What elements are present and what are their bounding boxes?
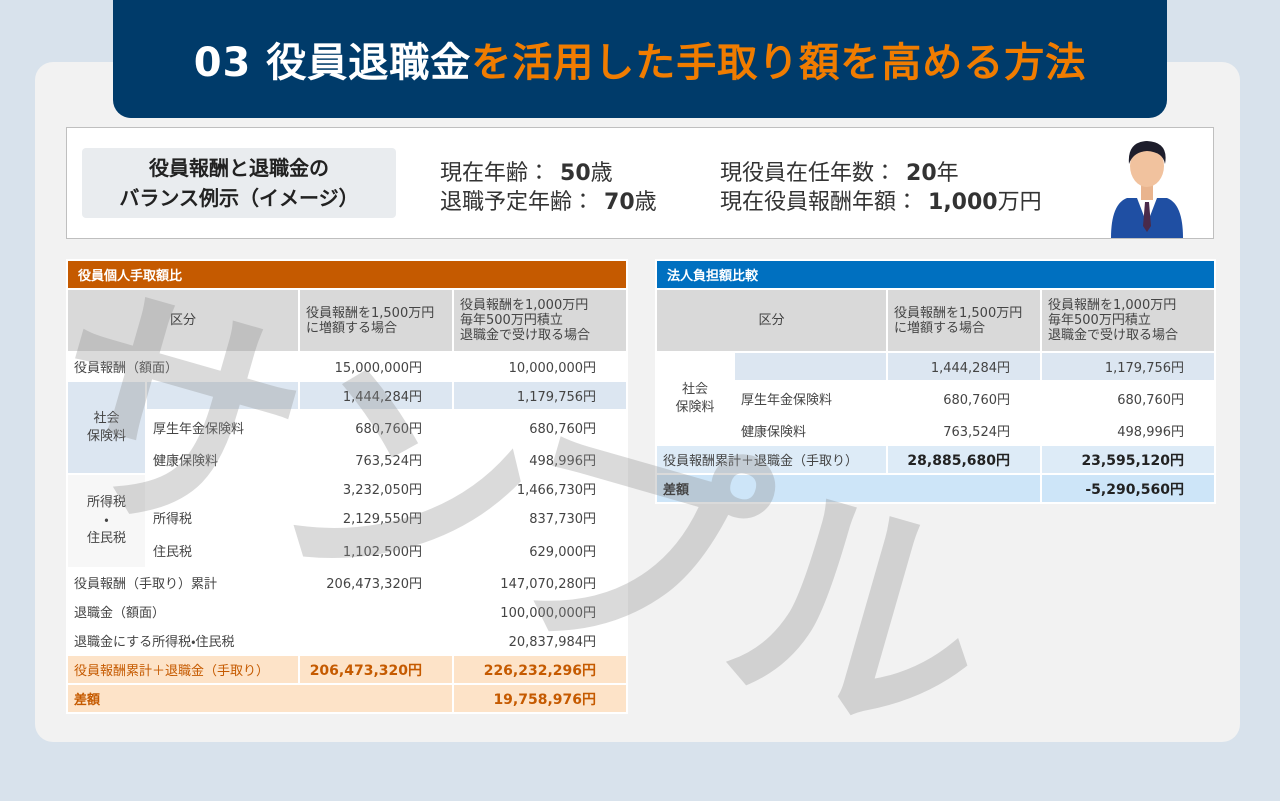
text: 退職金で受け取る場合 <box>1048 328 1179 343</box>
cell: 1,466,730円 <box>451 473 629 504</box>
header-cell: 役員報酬を1,000万円 毎年500万円積立 退職金で受け取る場合 <box>1039 288 1217 353</box>
text: に増額する場合 <box>894 320 986 336</box>
unit: 年 <box>936 161 959 186</box>
text: 毎年500万円積立 <box>1048 313 1151 328</box>
profile-item: 退職予定年齢： 70歳 <box>440 184 657 216</box>
corporate-table: 法人負担額比較 区分 役員報酬を1,500万円 に増額する場合 役員報酬を1,00… <box>654 259 1217 504</box>
cell: 206,473,320円 <box>298 567 454 598</box>
header-cell: 役員報酬を1,000万円 毎年500万円積立 退職金で受け取る場合 <box>451 288 629 353</box>
cell: 厚生年金保険料 <box>145 409 300 446</box>
text: 役員報酬と退職金の <box>149 156 329 180</box>
text: 所得税 <box>86 495 126 510</box>
cell: 役員報酬（手取り）累計 <box>66 567 300 598</box>
table-title: 法人負担額比較 <box>654 259 1217 290</box>
cell: 3,232,050円 <box>298 473 454 504</box>
cell: 23,595,120円 <box>1039 444 1217 475</box>
header-cell: 区分 <box>66 288 300 353</box>
header-cell: 役員報酬を1,500万円 に増額する場合 <box>298 288 454 353</box>
cell: 837,730円 <box>451 502 629 533</box>
value: 20 <box>906 161 937 186</box>
cell: 健康保険料 <box>145 444 300 475</box>
title-accent: を活用した手取り額を高める方法 <box>471 40 1087 86</box>
cell: 15,000,000円 <box>298 351 454 382</box>
value: 70 <box>604 190 635 215</box>
unit: 歳 <box>590 161 613 186</box>
group-cell: 社会 保険料 <box>655 351 735 446</box>
cell: 1,444,284円 <box>886 351 1042 382</box>
title: 03 役員退職金 <box>193 40 472 86</box>
cell: 差額 <box>655 473 1042 504</box>
key: 現在役員報酬年額： <box>720 190 919 215</box>
text: 役員報酬を1,500万円 <box>306 305 435 321</box>
text: 社会 <box>681 381 708 397</box>
cell: 147,070,280円 <box>451 567 629 598</box>
text: バランス例示（イメージ） <box>119 186 359 210</box>
cell: 680,760円 <box>298 409 454 446</box>
cell: 住民税 <box>145 531 300 569</box>
text: 役員報酬を1,000万円 <box>460 298 589 313</box>
cell: 役員報酬（額面） <box>66 351 300 382</box>
text: 保険料 <box>86 428 126 444</box>
cell: 763,524円 <box>298 444 454 475</box>
cell: 763,524円 <box>886 415 1042 446</box>
profile-item: 現役員在任年数： 20年 <box>720 155 959 187</box>
text: 社会 <box>93 410 120 426</box>
group-cell: 所得税・住民税 <box>66 473 147 569</box>
profile-item: 現在役員報酬年額： 1,000万円 <box>720 184 1042 216</box>
text: 退職金で受け取る場合 <box>460 328 591 343</box>
value: 50 <box>560 161 591 186</box>
unit: 万円 <box>997 190 1042 215</box>
profile-label: 役員報酬と退職金のバランス例示（イメージ） <box>82 148 396 218</box>
cell: 498,996円 <box>451 444 629 475</box>
cell: 1,179,756円 <box>451 380 629 411</box>
text: 役員報酬を1,500万円 <box>894 305 1023 321</box>
cell: 1,102,500円 <box>298 531 454 569</box>
cell: 退職金にする所得税・住民税 <box>66 625 300 656</box>
cell: 差額 <box>66 683 454 714</box>
header: 03 役員退職金 を活用した手取り額を高める方法 <box>113 0 1167 118</box>
cell: 28,885,680円 <box>886 444 1042 475</box>
key: 現役員在任年数： <box>720 161 897 186</box>
page: 03 役員退職金 を活用した手取り額を高める方法 役員報酬と退職金のバランス例示（… <box>13 0 1240 789</box>
table-title: 役員個人手取額比 <box>65 259 629 290</box>
cell: 680,760円 <box>886 380 1042 417</box>
cell: 退職金（額面） <box>66 596 300 627</box>
text: ・ <box>104 513 109 528</box>
cell: 役員報酬累計＋退職金（手取り） <box>655 444 888 475</box>
text: 役員報酬を1,000万円 <box>1048 298 1177 313</box>
personal-table: 役員個人手取額比 区分 役員報酬を1,500万円 に増額する場合 役員報酬を1,0… <box>65 259 629 714</box>
text: 毎年500万円積立 <box>460 313 563 328</box>
cell: 680,760円 <box>451 409 629 446</box>
text: に増額する場合 <box>306 320 398 336</box>
key: 退職予定年齢： <box>440 190 595 215</box>
cell: 厚生年金保険料 <box>733 380 888 417</box>
cell: 206,473,320円 <box>298 654 454 685</box>
cell: 20,837,984円 <box>451 625 629 656</box>
cell: 498,996円 <box>1039 415 1217 446</box>
cell: 680,760円 <box>1039 380 1217 417</box>
unit: 歳 <box>634 190 657 215</box>
cell: 19,758,976円 <box>451 683 629 714</box>
cell: 2,129,550円 <box>298 502 454 533</box>
cell: 629,000円 <box>451 531 629 569</box>
group-cell: 社会 保険料 <box>66 380 147 475</box>
cell: 1,444,284円 <box>298 380 454 411</box>
key: 現在年齢： <box>440 161 551 186</box>
text: 住民税 <box>86 531 126 546</box>
cell: 10,000,000円 <box>451 351 629 382</box>
person-icon <box>1111 141 1183 238</box>
cell: 所得税 <box>145 502 300 533</box>
cell: 1,179,756円 <box>1039 351 1217 382</box>
value: 1,000 <box>928 190 998 215</box>
profile: 役員報酬と退職金の バランス例示（イメージ） 現在年齢： 50歳 退職予定年齢： 70… <box>66 127 1214 239</box>
text: 保険料 <box>675 399 715 415</box>
header-cell: 役員報酬を1,500万円 に増額する場合 <box>886 288 1042 353</box>
cell: 226,232,296円 <box>451 654 629 685</box>
cell: -5,290,560円 <box>1039 473 1217 504</box>
profile-item: 現在年齢： 50歳 <box>440 155 613 187</box>
cell: 100,000,000円 <box>451 596 629 627</box>
cell: 役員報酬累計＋退職金（手取り） <box>66 654 300 685</box>
cell: 健康保険料 <box>733 415 888 446</box>
header-cell: 区分 <box>655 288 888 353</box>
